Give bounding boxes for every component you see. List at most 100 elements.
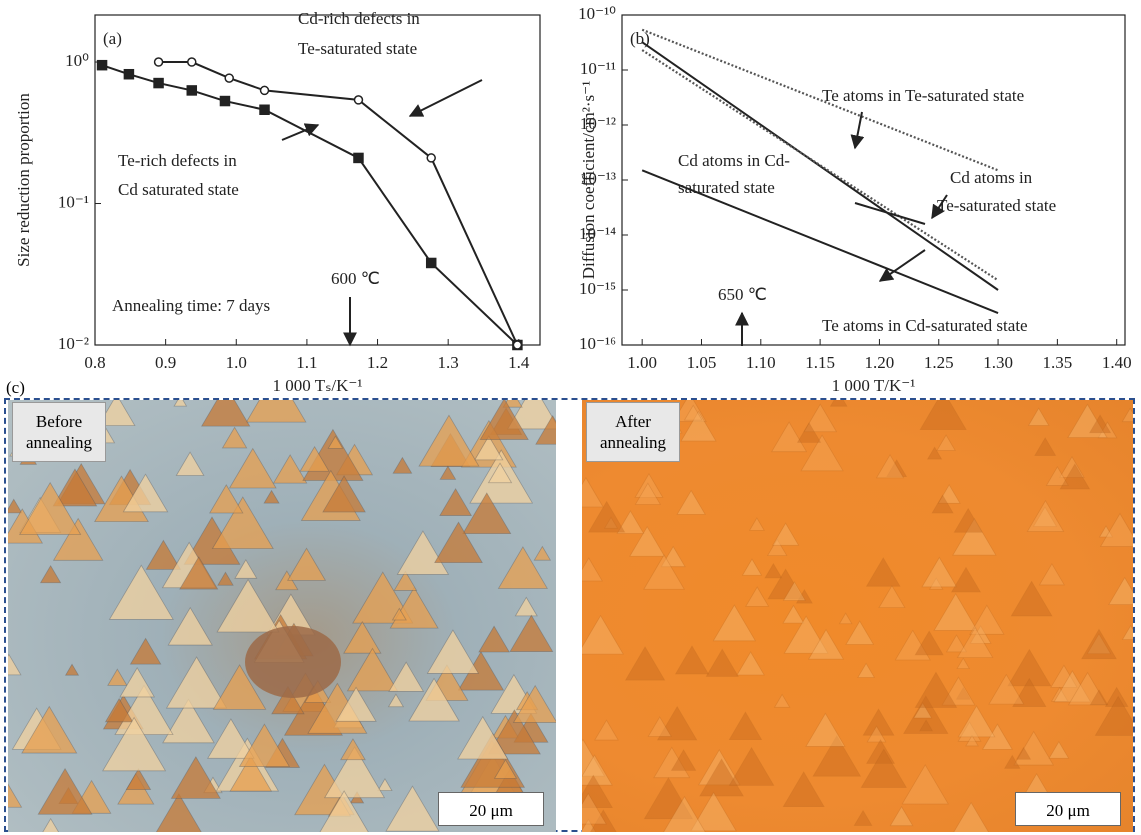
marker [225, 74, 233, 82]
etch-pit [737, 652, 764, 675]
etch-pit [510, 615, 553, 651]
x-tick-label: 1.35 [1043, 353, 1073, 372]
etch-pit [1029, 408, 1049, 425]
etch-pit [230, 449, 276, 488]
etch-pit [1039, 564, 1064, 585]
etch-pit [920, 400, 966, 430]
marker [188, 58, 196, 66]
etch-pit [222, 427, 246, 448]
etch-pit [950, 803, 992, 832]
etch-pit [378, 779, 392, 791]
x-tick-label: 1.10 [746, 353, 776, 372]
etch-pit [890, 807, 912, 826]
etch-pit [386, 786, 439, 831]
etch-pit [534, 546, 550, 560]
charts: 0.80.91.01.11.21.31.410⁰10⁻¹10⁻²(a)1 000… [0, 0, 1141, 395]
y-tick-label: 10⁻¹⁶ [579, 334, 616, 353]
panel-label: (c) [6, 378, 25, 398]
etch-pit [839, 613, 851, 624]
arrow [880, 250, 925, 281]
etch-pit [348, 648, 398, 690]
etch-pit [729, 712, 761, 739]
etch-pit [130, 638, 160, 664]
annotation: 600 ℃ [331, 269, 380, 288]
etch-pit [861, 749, 906, 787]
marker [354, 96, 362, 104]
annotation: Te-saturated state [298, 39, 417, 58]
x-tick-label: 1.40 [1102, 353, 1132, 372]
etch-pit [427, 630, 478, 673]
etch-pit [440, 489, 471, 516]
y-tick-label: 10⁻¹⁰ [578, 4, 616, 23]
scale-bar: 20 μm [1015, 792, 1121, 826]
annotation: Te-rich defects in [118, 151, 237, 170]
x-tick-label: 1.1 [296, 353, 317, 372]
etch-pit [41, 566, 61, 583]
etch-pit [1122, 408, 1133, 421]
annotation: Cd saturated state [118, 180, 239, 199]
y-tick-label: 10⁻¹ [58, 192, 89, 211]
etch-pit [677, 491, 705, 515]
y-tick-label: 10⁻² [58, 334, 89, 353]
etch-pit [1027, 501, 1063, 532]
x-tick-label: 1.00 [627, 353, 657, 372]
etch-pit [806, 713, 845, 746]
etch-pit [217, 580, 279, 633]
etch-pit [582, 616, 623, 655]
panel-label: (a) [103, 29, 122, 48]
etch-pit [858, 663, 875, 677]
etch-pit [729, 748, 773, 786]
marker [513, 341, 521, 349]
etch-pit [676, 646, 709, 674]
etch-pit [1011, 581, 1052, 616]
etch-pit [393, 458, 412, 474]
x-tick-label: 0.9 [155, 353, 176, 372]
etch-pit [854, 811, 872, 826]
x-tick-label: 1.30 [983, 353, 1013, 372]
arrow [410, 80, 482, 116]
etch-pit [713, 605, 755, 641]
etch-pit [146, 540, 180, 569]
etch-pit [922, 557, 957, 586]
marker [187, 86, 196, 95]
etch-pit [867, 558, 900, 586]
marker [220, 97, 229, 106]
etch-pit [202, 400, 250, 426]
annotation: Te atoms in Cd-saturated state [822, 316, 1028, 335]
x-tick-label: 1.4 [508, 353, 530, 372]
arrow [855, 112, 862, 148]
etch-pit [1049, 742, 1068, 759]
etch-pit [174, 400, 186, 406]
photo-label: Before annealing [12, 402, 106, 462]
etch-pit [750, 518, 765, 530]
etch-pit [515, 597, 537, 615]
etch-pit [1035, 438, 1056, 456]
etch-pit [126, 769, 150, 790]
etch-pit [344, 622, 381, 653]
scale-bar: 20 μm [438, 792, 544, 826]
x-axis-label: 1 000 T/K⁻¹ [832, 376, 916, 395]
photo: After annealing 20 μm [582, 400, 1133, 832]
marker [155, 58, 163, 66]
etch-pit [419, 415, 479, 466]
y-tick-label: 10⁻¹⁵ [579, 279, 616, 298]
etch-pit [176, 452, 203, 475]
y-tick-label: 10⁻¹¹ [580, 59, 616, 78]
etch-pit [8, 784, 22, 807]
marker [261, 86, 269, 94]
x-tick-label: 1.2 [367, 353, 388, 372]
etch-pit [39, 819, 62, 832]
x-tick-label: 1.25 [924, 353, 954, 372]
etch-pit [168, 608, 212, 645]
etch-pit [8, 499, 22, 513]
etch-pit [109, 565, 173, 619]
etch-pit [440, 466, 455, 479]
marker [260, 105, 269, 114]
texture [582, 400, 1133, 832]
annotation: Cd atoms in Cd- [678, 151, 790, 170]
etch-pit [765, 564, 782, 578]
x-tick-label: 1.20 [865, 353, 895, 372]
etch-pit [582, 558, 602, 581]
photo: Before annealing 20 μm [8, 400, 556, 832]
etch-pit [147, 794, 211, 832]
